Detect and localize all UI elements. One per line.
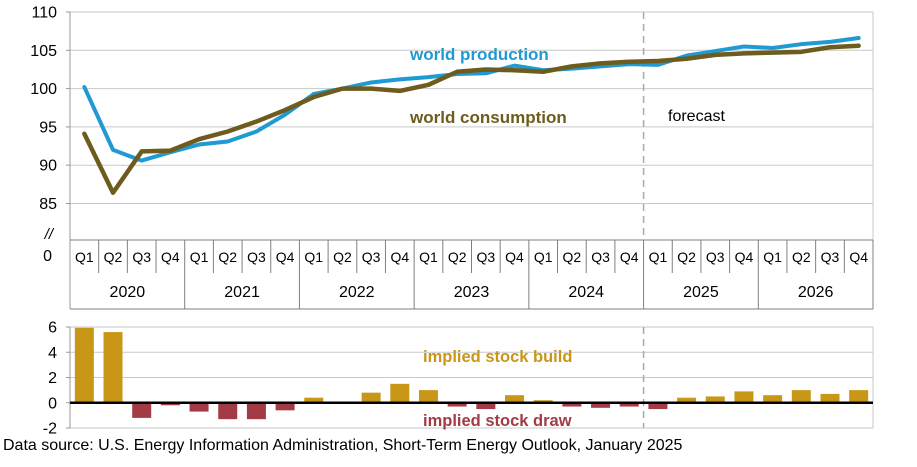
quarter-label: Q2 <box>792 249 811 265</box>
y-tick-label: 90 <box>39 158 57 175</box>
production-label: world production <box>409 45 549 64</box>
stock-build-bar <box>820 393 840 403</box>
y-tick-label: 6 <box>48 320 57 337</box>
y-tick-label: 85 <box>39 196 57 213</box>
stock-build-bar <box>505 395 525 403</box>
consumption-line <box>82 43 861 196</box>
stock-build-bar <box>390 383 410 403</box>
year-label: 2021 <box>224 284 260 301</box>
quarter-label: Q1 <box>304 249 323 265</box>
quarter-label: Q4 <box>620 249 639 265</box>
stock-draw-bar <box>246 402 266 420</box>
y-tick-label: 4 <box>48 345 57 362</box>
quarter-label: Q3 <box>247 249 266 265</box>
y-tick-label: 105 <box>30 43 57 60</box>
year-label: 2024 <box>568 284 604 301</box>
quarter-label: Q2 <box>677 249 696 265</box>
y-tick-label: 0 <box>48 395 57 412</box>
y-tick-label: 2 <box>48 370 57 387</box>
quarter-label: Q3 <box>706 249 725 265</box>
year-label: 2020 <box>110 284 146 301</box>
stock-build-bar <box>791 390 811 403</box>
year-label: 2022 <box>339 284 375 301</box>
quarter-label: Q4 <box>390 249 409 265</box>
production-line <box>82 36 861 163</box>
stock-draw-bar <box>218 402 238 420</box>
quarter-label: Q4 <box>161 249 180 265</box>
stock-build-bar <box>418 390 438 403</box>
stock-draw-bar <box>160 402 180 406</box>
stock-build-bar <box>533 400 553 403</box>
stock-draw-bar <box>562 402 582 407</box>
y-tick-label: 100 <box>30 81 57 98</box>
stock-draw-bar <box>648 402 668 410</box>
axis-break-label: // <box>44 226 55 243</box>
quarter-label: Q4 <box>735 249 754 265</box>
quarter-label: Q4 <box>276 249 295 265</box>
draw-label: implied stock draw <box>423 412 572 430</box>
stock-draw-bar <box>619 402 639 407</box>
forecast-label: forecast <box>668 108 725 125</box>
stock-draw-bar <box>132 402 152 418</box>
build-label: implied stock build <box>423 348 572 366</box>
year-label: 2023 <box>454 284 490 301</box>
quarter-label: Q2 <box>563 249 582 265</box>
y-zero-label: 0 <box>43 248 52 265</box>
stock-draw-bar <box>189 402 209 412</box>
stock-build-bar <box>361 392 381 403</box>
stock-draw-bar <box>476 402 496 410</box>
quarter-label: Q2 <box>104 249 123 265</box>
y-tick-label: 110 <box>31 5 57 22</box>
quarter-label: Q4 <box>849 249 868 265</box>
stock-build-bar <box>74 327 94 403</box>
stock-draw-bar <box>447 402 467 407</box>
stock-draw-bar <box>591 402 611 408</box>
quarter-label: Q3 <box>591 249 610 265</box>
stock-build-bar <box>734 391 754 403</box>
y-tick-label: 95 <box>39 119 57 136</box>
quarter-label: Q1 <box>763 249 782 265</box>
stock-draw-bar <box>275 402 295 411</box>
quarter-label: Q3 <box>821 249 840 265</box>
y-tick-label: -2 <box>43 421 57 435</box>
consumption-label: world consumption <box>409 108 567 127</box>
data-source-caption: Data source: U.S. Energy Information Adm… <box>3 437 683 454</box>
quarter-label: Q1 <box>534 249 553 265</box>
stock-build-bar <box>705 396 725 403</box>
quarter-label: Q2 <box>448 249 467 265</box>
quarter-label: Q1 <box>649 249 668 265</box>
quarter-label: Q3 <box>476 249 495 265</box>
stock-build-bar <box>103 332 123 403</box>
quarter-label: Q1 <box>419 249 438 265</box>
quarter-label: Q2 <box>218 249 237 265</box>
world-production-consumption-chart: 110 105 100 95 90 85 // 0 Q1 Q2 Q3 Q4 Q1 Q2 Q3 Q4 Q1 Q2 Q3… <box>30 5 874 435</box>
quarter-label: Q1 <box>75 249 94 265</box>
quarter-label: Q1 <box>190 249 209 265</box>
top-line-chart: 110 105 100 95 90 85 // 0 Q1 Q2 Q3 Q4 Q1 Q2 Q3 Q4 Q1 Q2 Q3… <box>30 5 874 310</box>
quarter-label: Q4 <box>505 249 524 265</box>
quarter-label: Q3 <box>362 249 381 265</box>
stock-build-bar <box>763 395 783 403</box>
stock-build-bar <box>849 390 869 403</box>
quarter-label: Q2 <box>333 249 352 265</box>
year-label: 2025 <box>683 284 719 301</box>
stock-build-bar <box>304 397 324 403</box>
bottom-bar-chart: 6 4 2 0 -2 implied stock build implied stock d… <box>43 320 874 435</box>
stock-build-bar <box>677 397 697 403</box>
year-label: 2026 <box>798 284 834 301</box>
quarter-label: Q3 <box>132 249 151 265</box>
